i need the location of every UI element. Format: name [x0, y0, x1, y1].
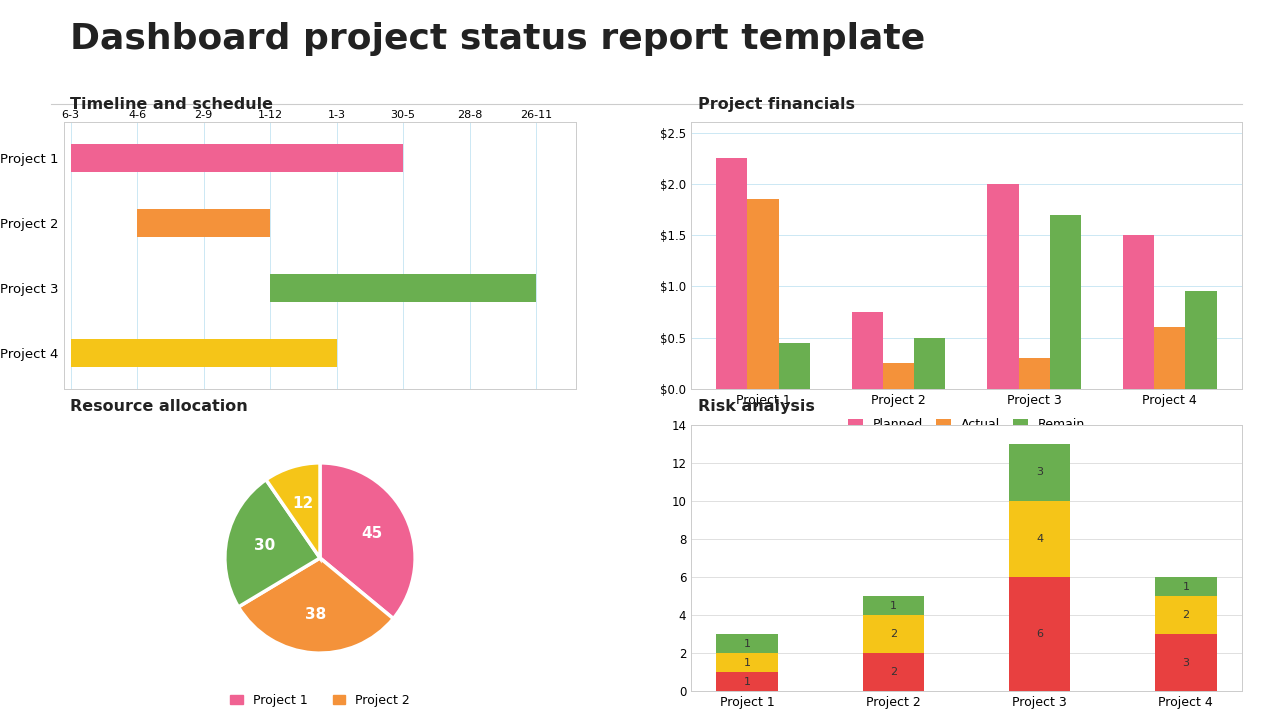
- Text: 1: 1: [1183, 582, 1189, 592]
- Text: 2: 2: [1183, 610, 1189, 620]
- Text: 30: 30: [253, 539, 275, 554]
- Bar: [1155, 328, 1185, 389]
- Text: 1: 1: [744, 657, 750, 667]
- Bar: [883, 363, 914, 389]
- Bar: [717, 672, 778, 691]
- Wedge shape: [225, 480, 320, 607]
- Text: 2: 2: [890, 629, 897, 639]
- Bar: [1155, 577, 1216, 596]
- Bar: [863, 596, 924, 615]
- Text: 1: 1: [744, 639, 750, 649]
- Bar: [748, 199, 778, 389]
- Bar: [70, 339, 337, 366]
- Bar: [863, 653, 924, 691]
- Text: 6: 6: [1036, 629, 1043, 639]
- Text: Risk analysis: Risk analysis: [698, 399, 814, 414]
- Bar: [1019, 358, 1050, 389]
- Text: Project financials: Project financials: [698, 96, 855, 112]
- Bar: [717, 634, 778, 653]
- Bar: [1155, 634, 1216, 691]
- Text: 12: 12: [292, 496, 314, 511]
- Bar: [717, 158, 748, 389]
- Bar: [1009, 577, 1070, 691]
- Text: 1: 1: [744, 677, 750, 687]
- Bar: [1050, 215, 1082, 389]
- Wedge shape: [266, 463, 320, 558]
- Bar: [863, 615, 924, 653]
- Bar: [270, 274, 536, 302]
- Bar: [1123, 235, 1155, 389]
- Text: 45: 45: [361, 526, 383, 541]
- Bar: [70, 145, 403, 172]
- Wedge shape: [320, 463, 415, 618]
- Bar: [717, 653, 778, 672]
- Bar: [1185, 292, 1216, 389]
- Bar: [1155, 596, 1216, 634]
- Text: Resource allocation: Resource allocation: [70, 399, 248, 414]
- Text: Timeline and schedule: Timeline and schedule: [70, 96, 274, 112]
- Bar: [987, 184, 1019, 389]
- Bar: [137, 210, 270, 237]
- Text: 2: 2: [890, 667, 897, 678]
- Bar: [1009, 501, 1070, 577]
- Text: 4: 4: [1036, 534, 1043, 544]
- Bar: [914, 338, 946, 389]
- Text: Dashboard project status report template: Dashboard project status report template: [70, 22, 925, 55]
- Bar: [851, 312, 883, 389]
- Text: 3: 3: [1036, 467, 1043, 477]
- Legend: Project 1, Project 2: Project 1, Project 2: [225, 688, 415, 711]
- Text: 3: 3: [1183, 657, 1189, 667]
- Legend: Planned, Actual, Remain: Planned, Actual, Remain: [844, 413, 1089, 436]
- Bar: [778, 343, 810, 389]
- Text: 1: 1: [890, 600, 897, 611]
- Text: 38: 38: [305, 608, 326, 622]
- Wedge shape: [238, 558, 393, 653]
- Bar: [1009, 444, 1070, 501]
